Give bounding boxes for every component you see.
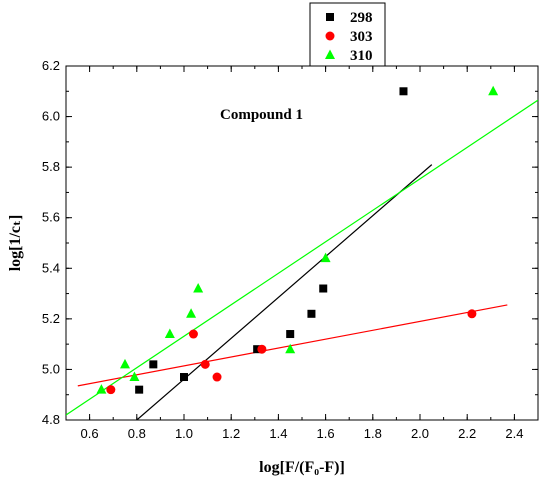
- legend: 298 303 310: [309, 2, 386, 67]
- data-markers: [96, 85, 499, 395]
- y-tick-label: 6.2: [42, 58, 60, 73]
- data-point-298: [307, 309, 316, 318]
- data-point-303: [188, 329, 198, 339]
- legend-marker-298: [326, 13, 334, 21]
- data-point-310: [320, 252, 331, 263]
- x-tick-label: 0.6: [81, 426, 99, 441]
- legend-box: [309, 2, 386, 67]
- y-tick-label: 4.8: [42, 412, 60, 427]
- axis-ticks: 0.6 0.8 1.0 1.2 1.4 1.6 1.8 2.0 2.2 2.4 4.8 5.0 5.2 5…: [42, 58, 539, 441]
- x-tick-label: 0.8: [128, 426, 146, 441]
- x-tick-label: 1.8: [364, 426, 382, 441]
- y-tick-label: 6.0: [42, 109, 60, 124]
- data-point-298: [253, 345, 262, 354]
- y-tick-label: 5.2: [42, 311, 60, 326]
- x-tick-label: 2.4: [505, 426, 523, 441]
- x-tick-label: 1.4: [269, 426, 287, 441]
- data-point-303: [106, 385, 116, 395]
- data-point-303: [212, 372, 222, 382]
- y-tick-label: 5.4: [42, 260, 60, 275]
- x-tick-label: 1.0: [175, 426, 193, 441]
- data-point-303: [257, 344, 267, 354]
- legend-marker-303: [325, 31, 335, 41]
- y-tick-label: 5.0: [42, 361, 60, 376]
- data-point-303: [200, 359, 210, 369]
- data-point-298: [135, 385, 144, 394]
- y-tick-label: 5.8: [42, 159, 60, 174]
- data-point-310: [285, 343, 296, 354]
- data-point-310: [193, 283, 204, 293]
- data-point-310: [96, 384, 107, 394]
- data-point-310: [129, 371, 140, 382]
- legend-label-310: 310: [350, 48, 373, 64]
- data-point-310: [120, 358, 130, 369]
- data-point-303: [467, 309, 477, 319]
- x-axis-label: log[F/(F₀-F)]: [259, 459, 345, 476]
- data-point-310: [186, 308, 197, 318]
- data-point-298: [319, 284, 328, 293]
- data-point-298: [286, 330, 295, 339]
- fit-line-298: [136, 164, 433, 420]
- x-tick-label: 1.2: [222, 426, 240, 441]
- legend-label-298: 298: [350, 10, 373, 26]
- y-tick-label: 5.6: [42, 210, 60, 225]
- data-point-310: [164, 328, 175, 339]
- data-point-298: [399, 87, 408, 96]
- fit-lines: [66, 99, 538, 420]
- fit-line-303: [77, 304, 508, 387]
- x-tick-label: 2.0: [411, 426, 429, 441]
- data-point-298: [180, 373, 188, 382]
- data-point-298: [149, 360, 158, 369]
- data-point-310: [488, 85, 499, 96]
- x-tick-label: 1.6: [317, 426, 335, 441]
- legend-label-303: 303: [350, 29, 373, 45]
- x-tick-label: 2.2: [458, 426, 476, 441]
- y-axis-label: log[1/cₜ]: [7, 215, 24, 272]
- fit-line-310: [66, 99, 538, 416]
- chart-annotation: Compound 1: [220, 107, 303, 123]
- legend-marker-310: [325, 49, 335, 59]
